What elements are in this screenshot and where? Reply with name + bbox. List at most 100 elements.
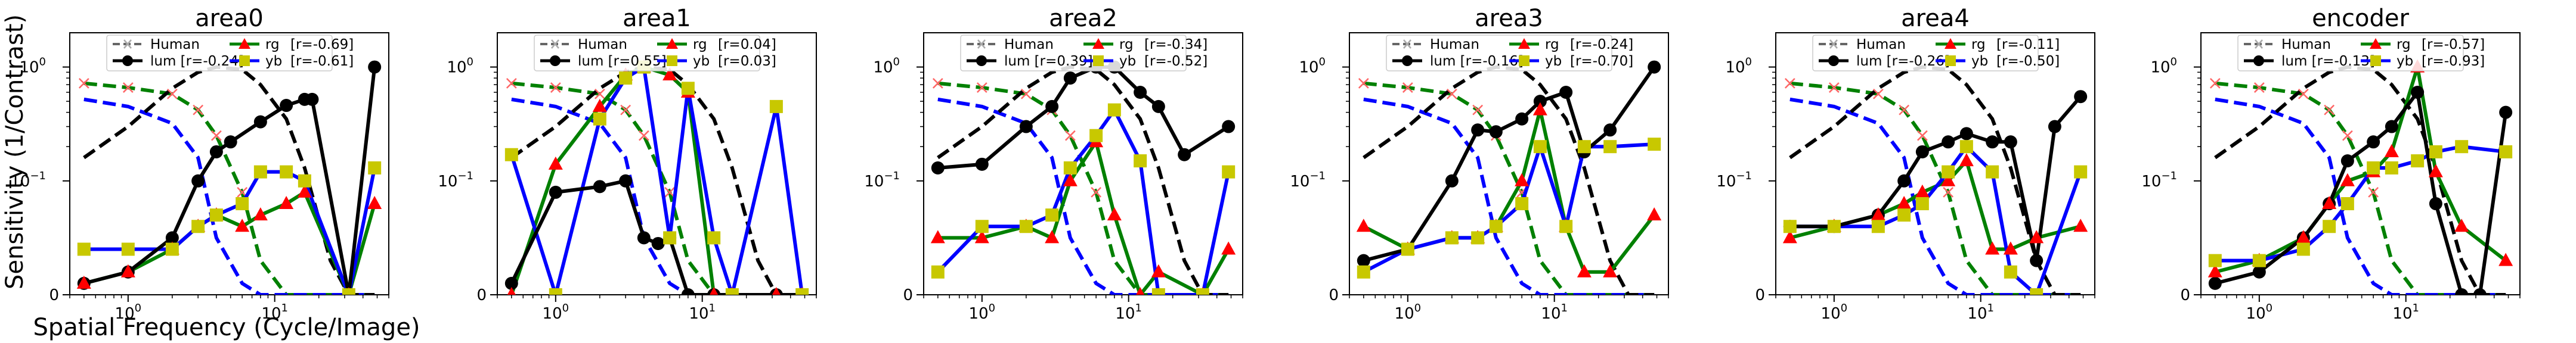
rg-point xyxy=(235,219,250,232)
yb-point xyxy=(725,288,739,295)
legend-frame xyxy=(2237,35,2464,71)
legend-yb-label: yb xyxy=(2397,54,2413,69)
yb-point xyxy=(975,220,989,233)
yb-point xyxy=(549,288,562,295)
yb-point xyxy=(2252,254,2266,267)
lum-point xyxy=(305,92,319,106)
legend-yb-label: yb xyxy=(1545,54,1562,69)
human-x-marker xyxy=(1358,77,1369,89)
y-tick-label: 100 xyxy=(1299,56,1326,77)
human-x-marker xyxy=(1472,104,1484,116)
human-x-marker xyxy=(1916,130,1928,141)
rg-point xyxy=(662,67,677,81)
yb-point xyxy=(681,82,695,95)
legend-yb-marker xyxy=(239,55,250,66)
legend-rg-marker xyxy=(666,38,678,49)
legend-lum-marker xyxy=(2253,55,2264,66)
yb-point xyxy=(1222,165,1236,179)
lum-point xyxy=(2429,197,2442,211)
lum-point xyxy=(2455,288,2469,295)
panel-title: encoder xyxy=(2312,5,2409,32)
lum-point xyxy=(1222,120,1236,133)
yb-point xyxy=(342,288,355,295)
legend: Human lum [r=-0.13] rg [r=-0.57] yb [r=-0.93] xyxy=(2237,35,2485,71)
legend: Human lum [r=0.39] rg [r=-0.34] yb [r=-0.52] xyxy=(960,35,1208,71)
lum-point xyxy=(1603,123,1617,137)
human-yb-curve xyxy=(1789,97,2081,295)
lum-point xyxy=(637,231,651,245)
legend-lum-label: lum [r=0.55] xyxy=(578,54,667,69)
lum-point xyxy=(191,174,205,188)
lum-point xyxy=(504,276,518,290)
legend-rg-marker xyxy=(239,38,250,49)
lum-point xyxy=(209,145,223,158)
legend-frame xyxy=(106,35,333,71)
legend-human-marker xyxy=(1403,39,1411,49)
human-x-marker xyxy=(2342,130,2353,141)
yb-point xyxy=(1196,288,1209,295)
yb-point xyxy=(2004,265,2017,279)
yb-point xyxy=(2455,140,2469,154)
human-yb-curve xyxy=(2215,97,2506,295)
yb-point xyxy=(209,208,223,222)
lum-point xyxy=(1178,148,1191,161)
human-x-marker xyxy=(932,77,943,89)
human-x-marker xyxy=(550,82,561,93)
yb-point xyxy=(1089,129,1103,142)
yb-point xyxy=(368,161,382,174)
legend-human-marker xyxy=(1829,39,1838,49)
legend-rg-r: [r=-0.34] xyxy=(1144,37,1208,52)
lum-point xyxy=(1515,112,1529,126)
yb-point xyxy=(931,265,945,279)
lum-point xyxy=(368,60,382,74)
rg-point xyxy=(2296,230,2311,244)
lum-point xyxy=(593,180,606,194)
rg-point xyxy=(367,196,382,210)
rg-point xyxy=(1221,241,1236,255)
legend-human-marker xyxy=(551,39,559,49)
rg-point xyxy=(279,196,294,210)
legend-lum-marker xyxy=(122,55,133,66)
yb-point xyxy=(593,112,606,126)
yb-point xyxy=(1871,220,1885,233)
lum-point xyxy=(1533,95,1547,108)
panel-title: area4 xyxy=(1901,5,1970,32)
y-tick-label: 0 xyxy=(1329,286,1339,304)
human-x-marker xyxy=(506,77,517,89)
human-x-marker xyxy=(1091,187,1102,198)
panel-area2: area2 100 101 0 10−1 100 Human lum [r=0.39] rg [r… xyxy=(864,5,1243,323)
legend-rg-label: rg xyxy=(1971,37,1986,52)
yb-point xyxy=(2208,254,2222,267)
legend-rg-label: rg xyxy=(265,37,280,52)
legend-yb-marker xyxy=(1945,55,1956,66)
yb-point xyxy=(1783,220,1797,233)
rg-point xyxy=(2029,230,2044,244)
rg-point xyxy=(1045,230,1060,244)
rg-point xyxy=(120,264,135,277)
lum-point xyxy=(1134,85,1147,99)
legend-rg-r: [r=-0.57] xyxy=(2422,37,2485,52)
x-tick-label: 100 xyxy=(543,302,569,323)
yb-point xyxy=(1045,208,1059,222)
y-tick-label: 0 xyxy=(903,286,913,304)
human-x-marker xyxy=(976,82,987,93)
x-tick-label: 101 xyxy=(1115,302,1142,323)
plot-frame xyxy=(1775,32,2095,295)
human-x-marker xyxy=(1020,88,1032,99)
lum-point xyxy=(1019,120,1033,133)
rg-point xyxy=(1915,184,1930,198)
yb-point xyxy=(1942,165,1955,179)
y-tick-label: 10−1 xyxy=(864,170,900,191)
legend-human-marker xyxy=(123,39,132,49)
plot-frame xyxy=(69,32,389,295)
rg-point xyxy=(2207,264,2222,277)
y-tick-label: 0 xyxy=(2180,286,2190,304)
yb-point xyxy=(1063,161,1077,174)
rg-point xyxy=(2322,196,2337,210)
yb-point xyxy=(1515,197,1529,211)
legend-yb-marker xyxy=(2370,55,2381,66)
rg-point xyxy=(2340,173,2355,186)
lum-point xyxy=(549,185,562,199)
legend-rg-label: rg xyxy=(693,37,707,52)
